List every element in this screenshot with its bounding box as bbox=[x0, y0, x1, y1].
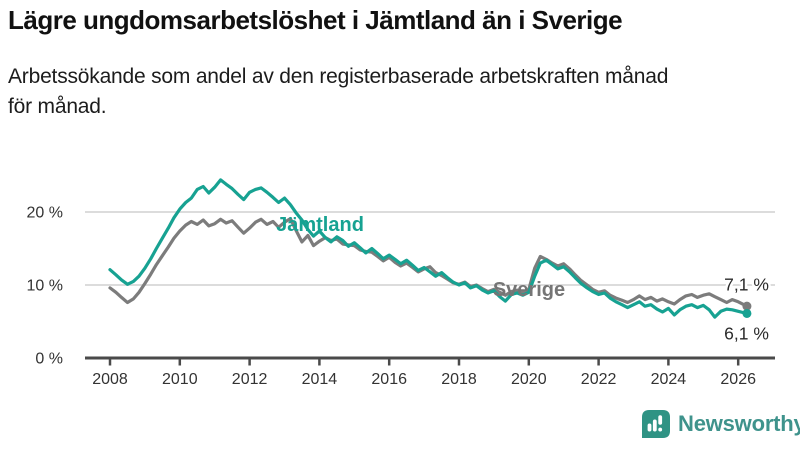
header: Lägre ungdomsarbetslöshet i Jämtland än … bbox=[8, 4, 796, 122]
x-axis-label-2008: 2008 bbox=[92, 371, 128, 388]
series-jämtland-line bbox=[108, 178, 749, 319]
x-axis-label-2016: 2016 bbox=[371, 371, 407, 388]
series-sverige-line bbox=[108, 217, 749, 308]
page-subtitle-line2: för månad. bbox=[8, 95, 107, 118]
series-jämtland-end-dot bbox=[742, 308, 752, 318]
x-axis-label-2022: 2022 bbox=[581, 371, 617, 388]
series-sverige-end-dot bbox=[742, 301, 752, 311]
x-axis-label-2010: 2010 bbox=[162, 371, 198, 388]
page-subtitle-line1: Arbetssökande som andel av den registerb… bbox=[8, 65, 669, 88]
page-subtitle: Arbetssökande som andel av den registerb… bbox=[8, 62, 796, 122]
series-sverige-label: Sverige bbox=[493, 279, 565, 301]
series-jämtland-label: Jämtland bbox=[276, 214, 364, 236]
x-axis-label-2026: 2026 bbox=[720, 371, 756, 388]
page-title: Lägre ungdomsarbetslöshet i Jämtland än … bbox=[8, 5, 623, 35]
brand-logo: Newsworthy bbox=[642, 410, 800, 438]
x-axis-label-2020: 2020 bbox=[511, 371, 547, 388]
y-axis-label-0: 0 % bbox=[35, 351, 63, 368]
value-label-jämtland: 6,1 % bbox=[724, 323, 769, 343]
x-axis-label-2012: 2012 bbox=[232, 371, 268, 388]
value-label-sverige: 7,1 % bbox=[724, 275, 769, 295]
y-axis-label-10: 10 % bbox=[27, 278, 63, 295]
x-axis-label-2024: 2024 bbox=[651, 371, 687, 388]
chart-svg: 2008 2010 2012 2014 2016 2018 2020 2022 2024 2026… bbox=[27, 178, 775, 388]
newsworthy-bars-icon bbox=[642, 410, 670, 438]
x-axis-label-2014: 2014 bbox=[302, 371, 338, 388]
y-axis-label-20: 20 % bbox=[27, 205, 63, 222]
x-axis-label-2018: 2018 bbox=[441, 371, 477, 388]
brand-name: Newsworthy bbox=[678, 411, 800, 436]
